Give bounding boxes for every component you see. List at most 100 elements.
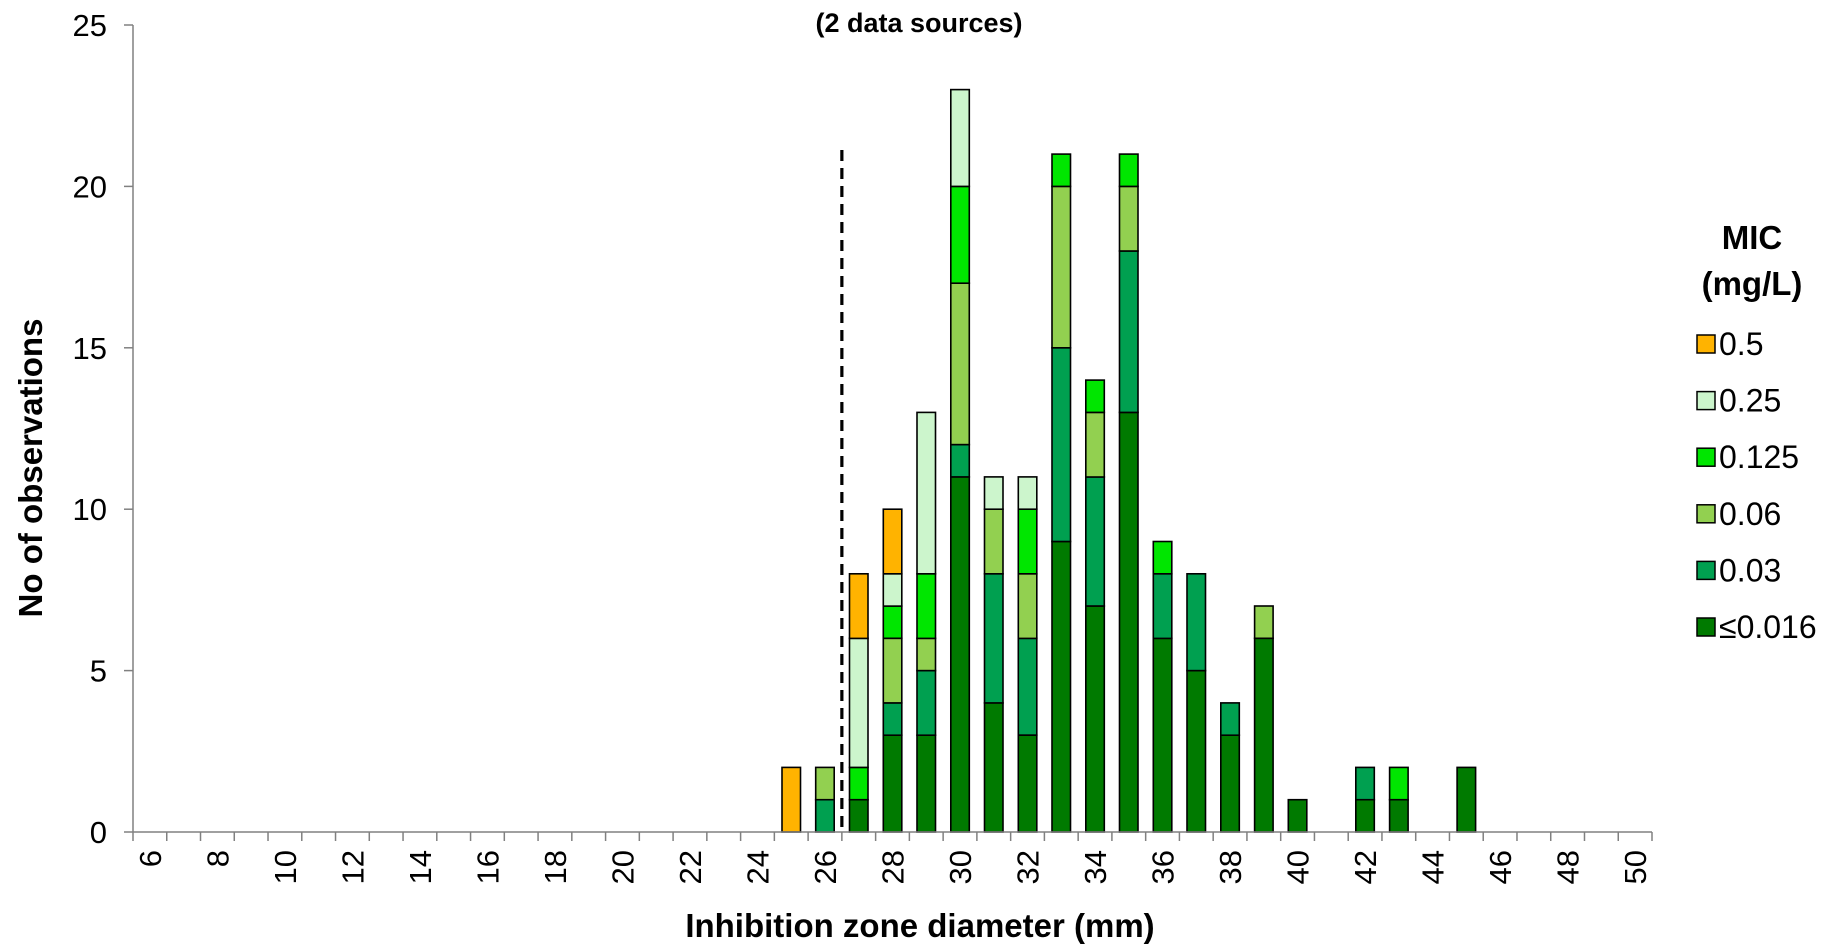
bar-segment <box>949 443 971 478</box>
bar-segment <box>882 637 903 704</box>
bar-segment <box>1051 540 1072 833</box>
x-tick-label: 8 <box>200 850 235 867</box>
legend: MIC (mg/L) 0.5 0.25 0.125 0.06 0.03 ≤0.016 <box>1696 219 1817 645</box>
bar-segment <box>983 476 1004 510</box>
bar-segment <box>848 766 869 801</box>
x-tick-label: 34 <box>1078 850 1113 884</box>
legend-swatch <box>1696 504 1716 524</box>
bar-segment <box>1051 153 1072 188</box>
x-tick-label: 36 <box>1146 850 1181 884</box>
legend-title-line1: MIC <box>1722 219 1783 256</box>
y-axis-title: No of observations <box>12 319 49 618</box>
y-tick-label: 0 <box>90 815 107 850</box>
legend-label: 0.03 <box>1719 552 1781 588</box>
x-tick-label: 38 <box>1213 850 1248 884</box>
bar-segment <box>1017 508 1038 575</box>
bar-segment <box>781 766 802 833</box>
bar-segment <box>949 282 971 446</box>
y-tick-label: 25 <box>73 8 107 43</box>
x-tick-label: 12 <box>335 850 370 884</box>
bar-segment <box>1152 572 1173 640</box>
bar-segment <box>1220 702 1241 737</box>
bar-segment <box>916 411 937 575</box>
x-tick-label: 22 <box>673 850 708 884</box>
legend-label: ≤0.016 <box>1719 609 1817 645</box>
bar-segment <box>1355 798 1376 833</box>
bar-segment <box>1355 766 1376 801</box>
bar-segment <box>1287 798 1308 833</box>
bar-segment <box>1051 185 1072 349</box>
bar-segment <box>1220 734 1241 833</box>
bar-segment <box>1085 605 1106 833</box>
x-axis-title: Inhibition zone diameter (mm) <box>685 907 1154 944</box>
x-tick-label: 28 <box>876 850 911 884</box>
bar-segment <box>916 637 937 672</box>
bar-segment <box>983 572 1004 704</box>
bar-segment <box>1388 766 1409 801</box>
x-tick-label: 10 <box>268 850 303 884</box>
y-tick-label: 20 <box>73 169 107 204</box>
legend-label: 0.5 <box>1719 326 1763 362</box>
x-tick-label: 26 <box>808 850 843 884</box>
legend-title-line2: (mg/L) <box>1702 265 1803 302</box>
legend-swatch <box>1696 334 1716 354</box>
bar-segment <box>1085 411 1106 478</box>
y-tick-label: 15 <box>73 331 107 366</box>
x-tick-label: 14 <box>403 850 438 884</box>
bar-segment <box>983 508 1004 575</box>
bar-segment <box>1017 734 1038 833</box>
bar-segment <box>949 476 971 833</box>
bar-segment <box>1152 637 1173 833</box>
bar-segment <box>1085 476 1106 607</box>
x-tick-label: 42 <box>1348 850 1383 884</box>
bar-segment <box>983 702 1004 833</box>
x-tick-label: 40 <box>1281 850 1316 884</box>
x-tick-label: 46 <box>1483 850 1518 884</box>
x-tick-label: 20 <box>606 850 641 884</box>
bar-segment <box>1017 572 1038 640</box>
bar-segment <box>916 669 937 736</box>
x-tick-label: 48 <box>1551 850 1586 884</box>
chart-subtitle: (2 data sources) <box>815 8 1022 38</box>
bar-segment <box>1253 637 1274 833</box>
legend-swatch <box>1696 447 1716 467</box>
x-tick-label: 30 <box>943 850 978 884</box>
bar-segment <box>949 185 971 284</box>
legend-label: 0.25 <box>1719 383 1781 419</box>
bar-segment <box>814 798 836 833</box>
bar-segment <box>1186 572 1207 672</box>
x-tick-label: 24 <box>741 850 776 884</box>
bar-segment <box>882 572 903 607</box>
y-tick-label: 5 <box>90 654 107 689</box>
x-tick-label: 50 <box>1618 850 1653 884</box>
bar-segment <box>1017 476 1038 510</box>
bar-segment <box>1051 346 1072 543</box>
bar-segment <box>882 702 903 737</box>
legend-label: 0.125 <box>1719 439 1799 475</box>
x-tick-label: 44 <box>1416 850 1451 884</box>
bar-segment <box>1186 669 1207 833</box>
bar-segment <box>882 605 903 640</box>
bar-segment <box>1118 185 1139 252</box>
bar-segment <box>1118 153 1139 188</box>
bar-segment <box>916 734 937 833</box>
bar-segment <box>1017 637 1038 736</box>
bar-segment <box>1085 379 1106 414</box>
bar-segment <box>1253 605 1274 640</box>
bar-segment <box>848 637 869 769</box>
bar-segment <box>882 734 903 833</box>
legend-label: 0.06 <box>1719 496 1781 532</box>
bar-segment <box>814 766 836 801</box>
x-tick-label: 32 <box>1011 850 1046 884</box>
bar-segment <box>1152 540 1173 575</box>
x-tick-label: 18 <box>538 850 573 884</box>
bar-segment <box>848 572 869 640</box>
bar-segment <box>848 798 869 833</box>
plot-area: 0 5 10 15 20 25 6 8 10 12 14 16 18 20 22 24 26 28 30 32 34 36… <box>73 8 1654 884</box>
bar-segment <box>949 88 971 188</box>
legend-swatch <box>1696 560 1716 581</box>
legend-swatch <box>1696 390 1716 411</box>
bar-segment <box>916 572 937 640</box>
bar-segment <box>1118 250 1139 414</box>
x-tick-label: 16 <box>470 850 505 884</box>
